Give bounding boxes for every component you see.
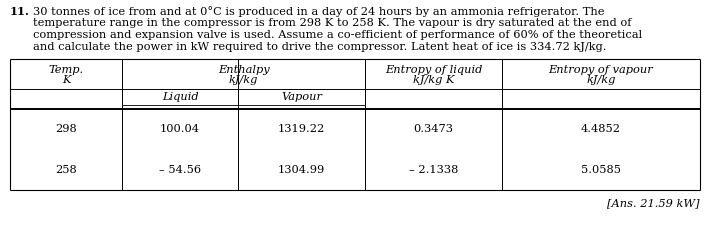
Text: and calculate the power in kW required to drive the compressor. Latent heat of i: and calculate the power in kW required t… [33, 42, 606, 52]
Text: kJ/kg: kJ/kg [229, 75, 258, 85]
Text: 4.4852: 4.4852 [581, 124, 621, 134]
Text: – 2.1338: – 2.1338 [409, 165, 458, 175]
Text: Temp.: Temp. [48, 65, 84, 75]
Text: 298: 298 [55, 124, 77, 134]
Text: compression and expansion valve is used. Assume a co-efficient of performance of: compression and expansion valve is used.… [33, 30, 642, 40]
Text: Liquid: Liquid [162, 92, 198, 102]
Text: Vapour: Vapour [281, 92, 322, 102]
Text: Entropy of vapour: Entropy of vapour [549, 65, 653, 75]
Text: kJ/kg K: kJ/kg K [413, 75, 454, 85]
Text: – 54.56: – 54.56 [159, 165, 201, 175]
Text: 0.3473: 0.3473 [413, 124, 454, 134]
Text: 258: 258 [55, 165, 77, 175]
Text: temperature range in the compressor is from 298 K to 258 K. The vapour is dry sa: temperature range in the compressor is f… [33, 18, 631, 28]
Text: 1319.22: 1319.22 [278, 124, 325, 134]
Text: 5.0585: 5.0585 [581, 165, 621, 175]
Text: Enthalpy: Enthalpy [217, 65, 269, 75]
Text: 11.: 11. [10, 6, 30, 17]
Text: [Ans. 21.59 kW]: [Ans. 21.59 kW] [608, 198, 700, 208]
Text: 1304.99: 1304.99 [278, 165, 325, 175]
Text: 100.04: 100.04 [160, 124, 200, 134]
Text: kJ/kg: kJ/kg [586, 75, 616, 85]
Text: Entropy of liquid: Entropy of liquid [384, 65, 482, 75]
Text: 30 tonnes of ice from and at 0°C is produced in a day of 24 hours by an ammonia : 30 tonnes of ice from and at 0°C is prod… [33, 6, 605, 17]
Text: K: K [62, 75, 71, 85]
